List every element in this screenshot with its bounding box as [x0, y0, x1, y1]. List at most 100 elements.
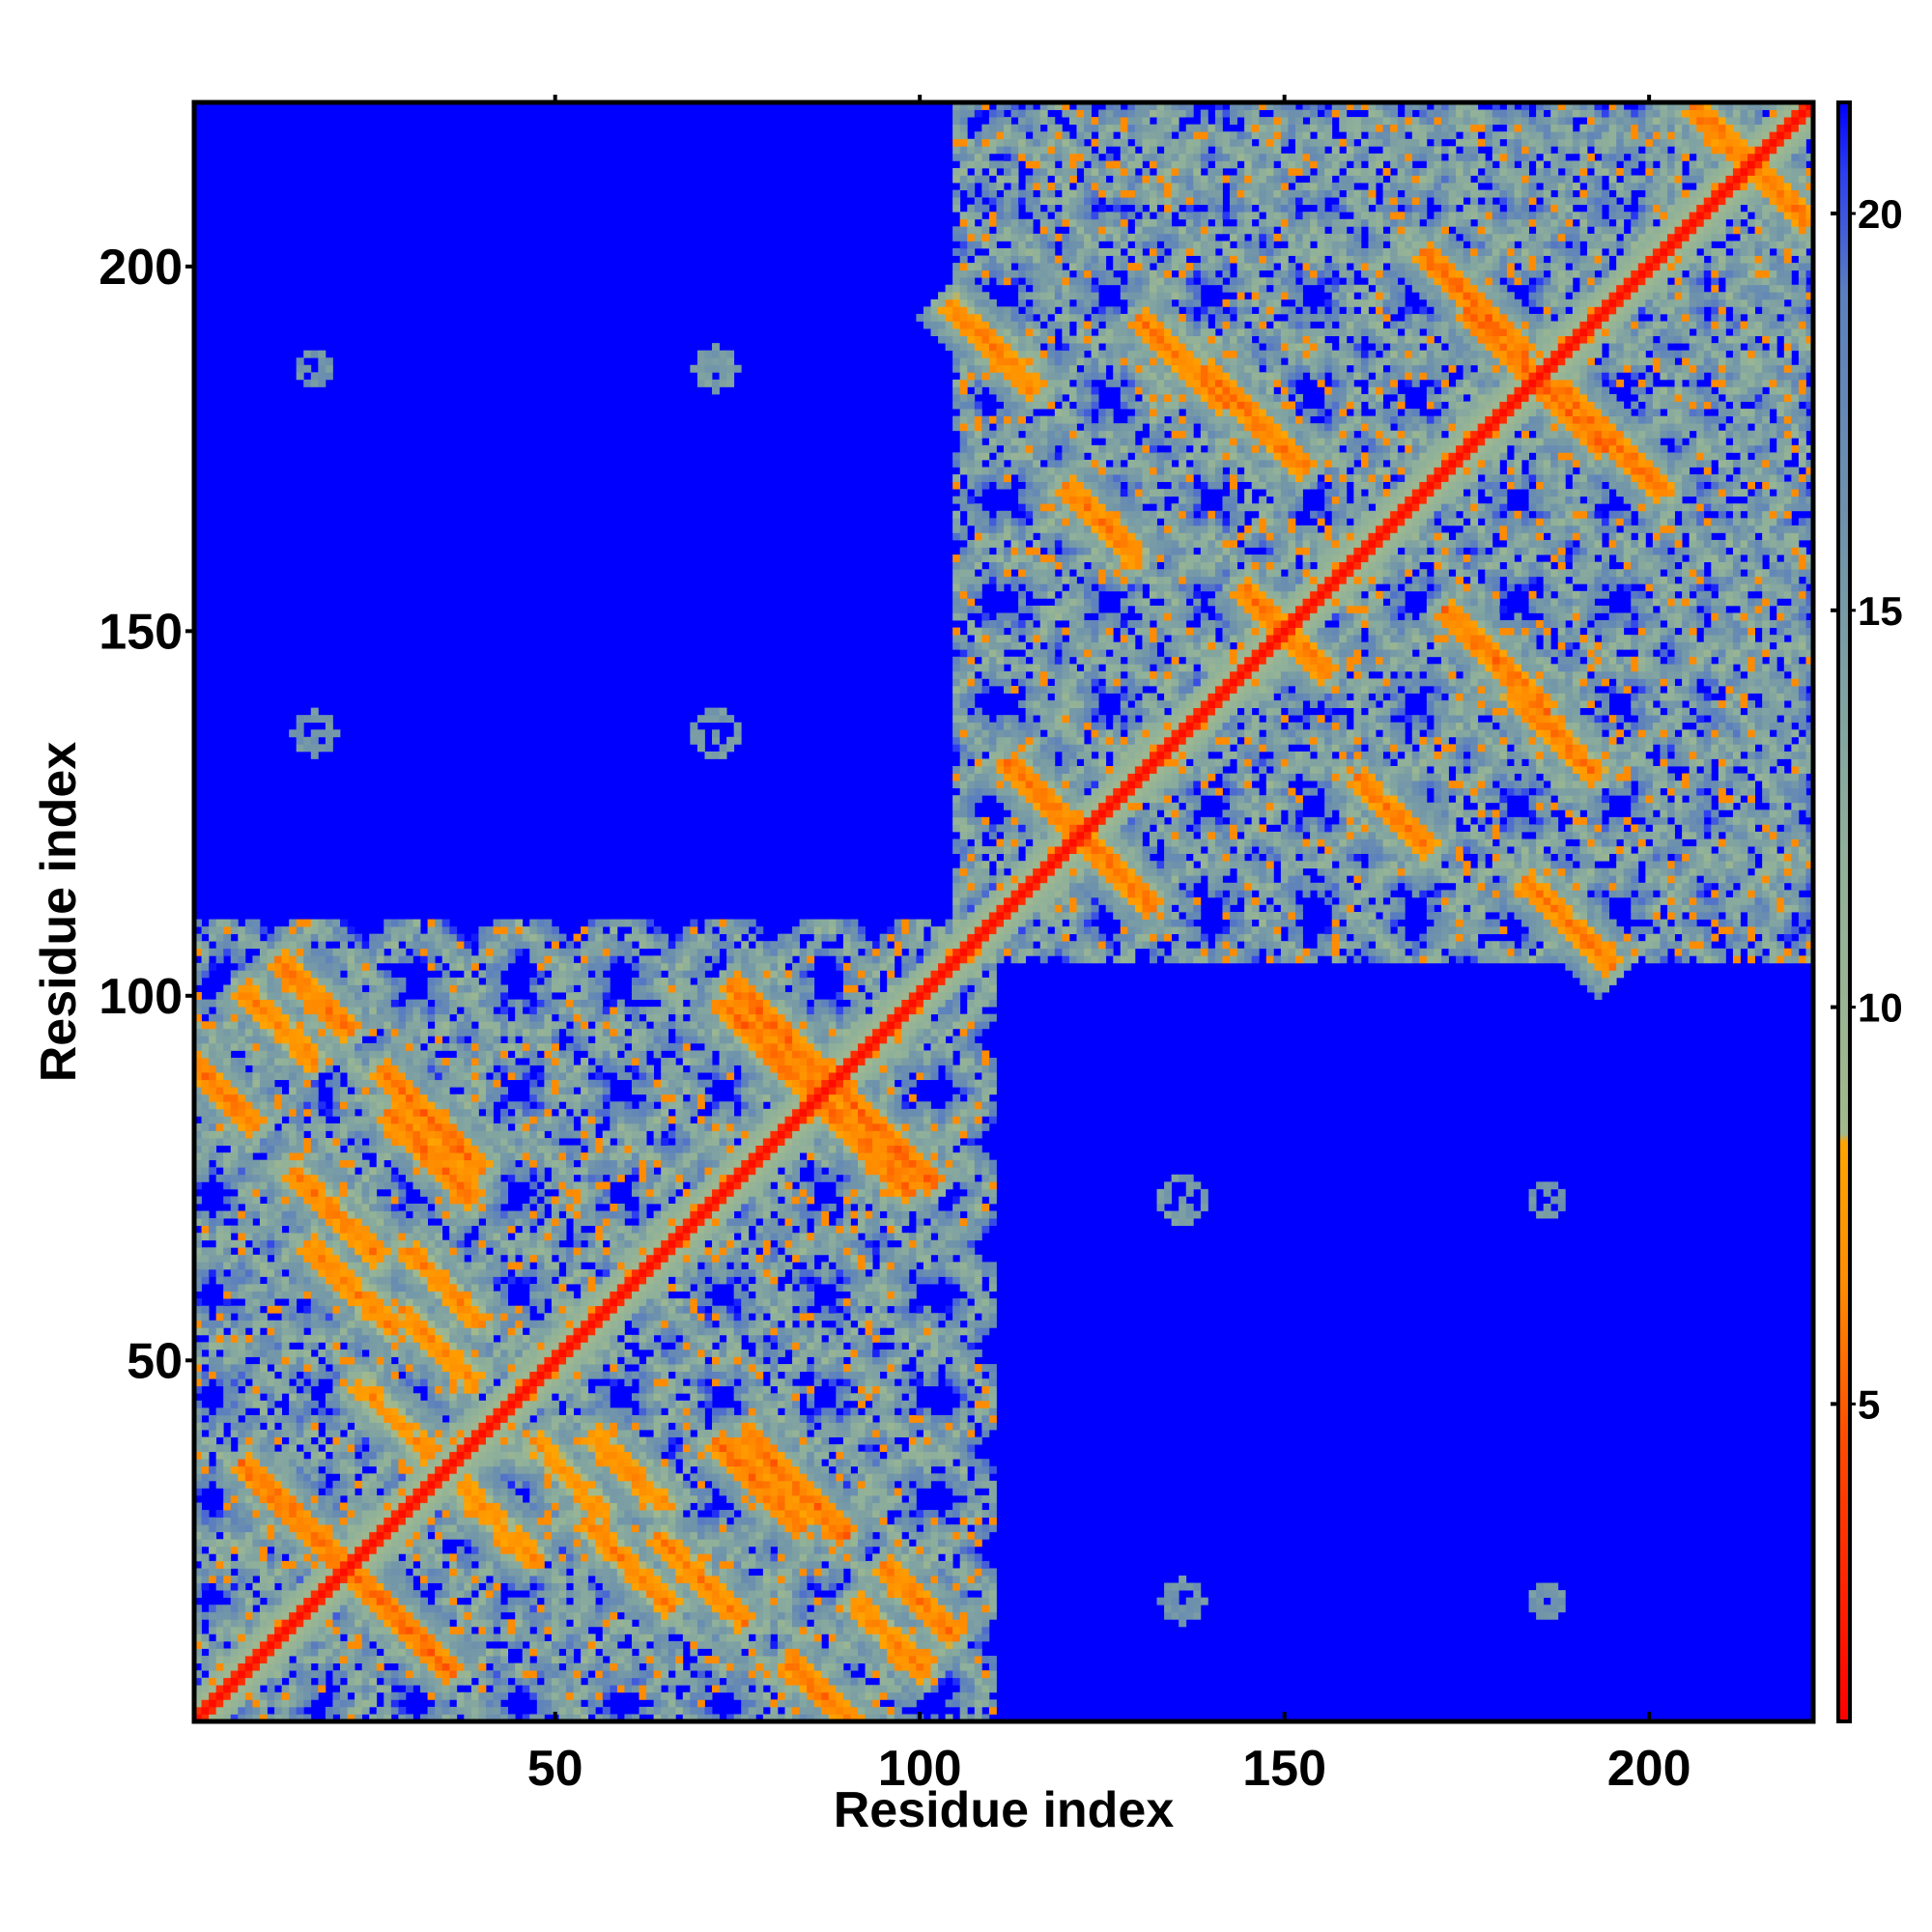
heatmap-cell [544, 1699, 552, 1707]
heatmap-cell [464, 1269, 471, 1277]
heatmap-cell [544, 1393, 552, 1401]
heatmap-cell [391, 985, 399, 993]
heatmap-cell [311, 1510, 319, 1518]
heatmap-cell [274, 1393, 282, 1401]
heatmap-cell [442, 1670, 450, 1678]
heatmap-cell [552, 1553, 559, 1561]
heatmap-cell [406, 1393, 413, 1401]
heatmap-cell [471, 1007, 479, 1014]
heatmap-cell [420, 1313, 428, 1321]
heatmap-cell [326, 1627, 333, 1634]
heatmap-cell [332, 1313, 340, 1321]
heatmap-cell [428, 1612, 436, 1620]
heatmap-cell [209, 1568, 216, 1576]
heatmap-cell [340, 1029, 348, 1037]
heatmap-cell [274, 1130, 282, 1138]
heatmap-cell [464, 1050, 471, 1058]
heatmap-cell [311, 1590, 319, 1598]
heatmap-cell [355, 1226, 362, 1234]
heatmap-cell [552, 1000, 559, 1008]
heatmap-cell [289, 949, 297, 956]
heatmap-cell [537, 1656, 545, 1663]
heatmap-cell [274, 1605, 282, 1612]
heatmap-cell [515, 920, 523, 927]
heatmap-cell [238, 955, 245, 963]
heatmap-cell [391, 1000, 399, 1008]
heatmap-cell [238, 1138, 245, 1146]
heatmap-cell [348, 1218, 355, 1226]
heatmap-cell [340, 1262, 348, 1269]
heatmap-cell [332, 1175, 340, 1182]
heatmap-cell [348, 1699, 355, 1707]
heatmap-cell [289, 1452, 297, 1460]
heatmap-cell [398, 978, 406, 985]
heatmap-cell [332, 1292, 340, 1299]
heatmap-cell [391, 920, 399, 927]
heatmap-cell [428, 1656, 436, 1663]
heatmap-cell [377, 1415, 384, 1423]
heatmap-cell [420, 1350, 428, 1357]
heatmap-cell [260, 1335, 268, 1343]
heatmap-cell [486, 1014, 494, 1022]
heatmap-cell [464, 1656, 471, 1663]
heatmap-cell [216, 1473, 224, 1481]
heatmap-cell [216, 1466, 224, 1474]
heatmap-cell [558, 1000, 566, 1008]
heatmap-cell [529, 1218, 537, 1226]
heatmap-cell [377, 970, 384, 978]
heatmap-cell [362, 1386, 370, 1394]
heatmap-cell [406, 1321, 413, 1328]
heatmap-cell [202, 1452, 210, 1460]
heatmap-cell [558, 1699, 566, 1707]
heatmap-cell [332, 1452, 340, 1460]
heatmap-cell [486, 970, 494, 978]
heatmap-cell [260, 1364, 268, 1372]
heatmap-cell [398, 1313, 406, 1321]
heatmap-cell [449, 1335, 457, 1343]
heatmap-cell [223, 1094, 231, 1102]
heatmap-cell [537, 1524, 545, 1532]
heatmap-cell [289, 1014, 297, 1022]
heatmap-cell [223, 1211, 231, 1219]
heatmap-cell [340, 1532, 348, 1540]
heatmap-cell [362, 1495, 370, 1503]
heatmap-cell [332, 1576, 340, 1583]
heatmap-cell [420, 1422, 428, 1430]
heatmap-cell [252, 1233, 260, 1240]
heatmap-cell [245, 1532, 253, 1540]
heatmap-cell [428, 1226, 436, 1234]
heatmap-cell [406, 941, 413, 949]
heatmap-cell [457, 1378, 465, 1386]
heatmap-cell [202, 926, 210, 934]
heatmap-cell [340, 1321, 348, 1328]
heatmap-cell [544, 1233, 552, 1240]
heatmap-cell [428, 1524, 436, 1532]
heatmap-cell [289, 1422, 297, 1430]
heatmap-cell [223, 1043, 231, 1051]
heatmap-cell [523, 1306, 530, 1314]
heatmap-cell [377, 949, 384, 956]
heatmap-cell [274, 926, 282, 934]
heatmap-cell [464, 1407, 471, 1415]
heatmap-cell [464, 1306, 471, 1314]
heatmap-cell [486, 1692, 494, 1700]
heatmap-cell [500, 1029, 508, 1037]
heatmap-cell [420, 1109, 428, 1117]
heatmap-cell [435, 1189, 442, 1197]
heatmap-cell [377, 1583, 384, 1591]
heatmap-cell [515, 1000, 523, 1008]
heatmap-cell [449, 1189, 457, 1197]
heatmap-cell [231, 1327, 239, 1335]
heatmap-cell [412, 1335, 420, 1343]
heatmap-cell [457, 1335, 465, 1343]
heatmap-cell [332, 1444, 340, 1452]
heatmap-cell [449, 1284, 457, 1292]
heatmap-cell [486, 1386, 494, 1394]
heatmap-cell [216, 1123, 224, 1131]
heatmap-cell [245, 1189, 253, 1197]
heatmap-cell [552, 1583, 559, 1591]
heatmap-cell [435, 1407, 442, 1415]
heatmap-cell [391, 1101, 399, 1109]
heatmap-cell [202, 1175, 210, 1182]
heatmap-cell [362, 1372, 370, 1379]
